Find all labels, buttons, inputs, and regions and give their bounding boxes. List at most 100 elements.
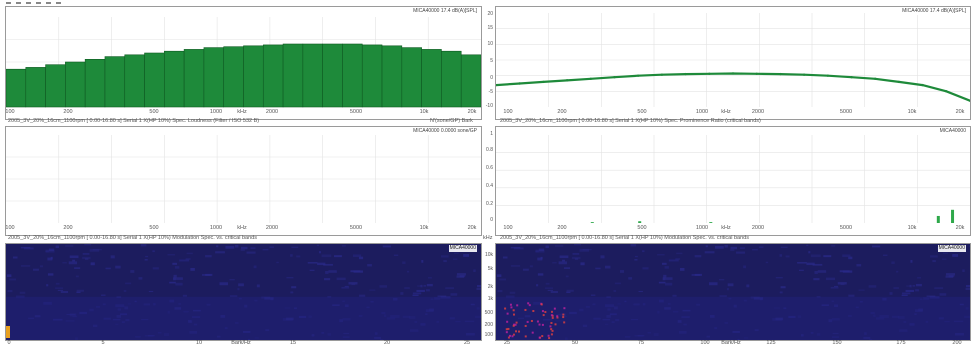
spectrogram-cell [730, 246, 738, 250]
spectrogram-cell [45, 250, 49, 253]
loudness-bar [144, 52, 165, 108]
modulation-right-panel[interactable]: MICA40000 [495, 243, 971, 341]
spectrogram-cell [307, 262, 318, 264]
spectrogram-cell [351, 283, 356, 286]
spectrogram-cell [68, 261, 78, 265]
modl-xtick: Bark/Hz [231, 340, 251, 346]
spectrogram-cell [901, 292, 911, 295]
modl-xtick: 25 [463, 340, 471, 346]
modr-ytick: 100 [484, 332, 493, 338]
spectrogram-cell [348, 282, 358, 285]
spectrogram-cell [463, 254, 470, 257]
tone-ytick: 0.8 [486, 147, 493, 153]
spectrogram-hotspot [553, 307, 556, 310]
spectrogram-hotspot [512, 309, 515, 312]
spectrogram-cell [105, 267, 111, 270]
spectrogram-cell [6, 274, 12, 277]
sharpness-tag: MICA40000 0.0000 sone/GP [413, 128, 477, 135]
spectrogram-cell [186, 252, 193, 255]
spectrogram-cell [57, 289, 64, 291]
prominence-y-ticks: 20 15 10 5 0 -5 -10 [481, 6, 493, 118]
spectrogram-cell [930, 255, 938, 258]
spectrogram-cell [605, 265, 611, 269]
spectrogram-hotspot [512, 313, 515, 316]
loudness-bar [84, 58, 106, 108]
spectrogram-cell [619, 270, 625, 273]
spectrogram-cell [440, 255, 449, 258]
spectrogram-cell [544, 287, 553, 289]
prominence-point [542, 80, 545, 84]
modulation-left-spectrogram [6, 244, 481, 340]
prominence-point [637, 74, 640, 77]
spectrogram-cell [535, 249, 545, 253]
spectrogram-hotspot [526, 320, 529, 323]
loudness-bar [401, 47, 422, 108]
spectrogram-cell [665, 282, 673, 286]
spectrogram-cell [891, 261, 895, 264]
spectrogram-hotspot [511, 335, 514, 338]
spectrogram-cell [406, 270, 410, 273]
spectrogram-cell [437, 295, 447, 298]
loudness-panel[interactable]: MICA40000 17.4 dB(A)[SPL] 100 200 500 10… [5, 6, 482, 120]
spectrogram-cell [336, 277, 346, 281]
spectrogram-cell [917, 277, 922, 279]
spectrogram-cell [416, 289, 425, 293]
spectrogram-cell [580, 262, 585, 266]
spectrogram-cell [752, 249, 758, 251]
spectrogram-hotspot [506, 312, 509, 315]
spectrogram-hotspot [508, 334, 511, 337]
sharp-xtick: 2000 [265, 225, 279, 231]
spectrogram-cell [144, 258, 148, 261]
loudness-bar [421, 49, 442, 108]
sharpness-panel[interactable]: MICA40000 0.0000 sone/GP 100 200 500 100… [5, 126, 482, 236]
prom-ytick: 0 [490, 75, 493, 81]
spectrogram-hotspot [518, 330, 521, 333]
spectrogram-cell [246, 251, 256, 254]
spectrogram-cell [694, 273, 702, 276]
spectrogram-cell [9, 278, 17, 281]
spectrogram-cell [718, 279, 725, 281]
spectrogram-cell [969, 245, 970, 247]
spectrogram-cell [668, 259, 679, 262]
spectrogram-cell [76, 289, 84, 292]
prom-xtick: 200 [557, 109, 567, 115]
spectrogram-cell [833, 285, 839, 287]
spectrogram-hotspot [554, 323, 557, 326]
spectrogram-cell [812, 263, 823, 266]
spectrogram-hotspot [532, 310, 535, 313]
spectrogram-cell [367, 264, 372, 267]
prominence-point [660, 73, 664, 76]
spectrogram-cell [839, 270, 850, 273]
spectrogram-cell [574, 258, 579, 260]
spectrogram-cell [412, 292, 422, 295]
spectrogram-cell [634, 255, 638, 258]
prominence-panel[interactable]: MICA40000 17.4 dB(A)[SPL] 100 200 500 10… [495, 6, 971, 120]
spectrogram-cell [175, 282, 183, 286]
spectrogram-cell [510, 246, 521, 249]
modulation-left-panel[interactable]: MICA40000 [5, 243, 482, 341]
spectrogram-cell [425, 289, 430, 292]
prominence-point [874, 77, 877, 81]
spectrogram-cell [145, 255, 149, 258]
tone-ytick: 0 [490, 217, 493, 223]
spectrogram-cell [379, 285, 388, 288]
spectrogram-cell [730, 248, 735, 251]
spectrogram-cell [235, 244, 239, 248]
spectrogram-cell [20, 265, 31, 267]
spectrogram-cell [421, 260, 424, 263]
prominence-tag: MICA40000 17.4 dB(A)[SPL] [902, 8, 966, 15]
spectrogram-cell [563, 267, 571, 269]
spectrogram-cell [663, 274, 667, 278]
spectrogram-cell [75, 275, 79, 278]
spectrogram-cell [848, 256, 853, 260]
tonality-panel[interactable]: MICA40000 100 200 500 1000 kHz 2000 5000… [495, 126, 971, 236]
spectrogram-cell [566, 289, 574, 292]
sharp-xtick: 200 [63, 225, 73, 231]
spectrogram-cell [39, 265, 44, 268]
spectrogram-cell [50, 256, 53, 260]
spectrogram-cell [628, 277, 633, 280]
spectrogram-cell [69, 255, 79, 259]
spectrogram-cell [642, 267, 649, 270]
sharp-xtick: 1000 [209, 225, 223, 231]
spectrogram-cell [943, 252, 948, 254]
